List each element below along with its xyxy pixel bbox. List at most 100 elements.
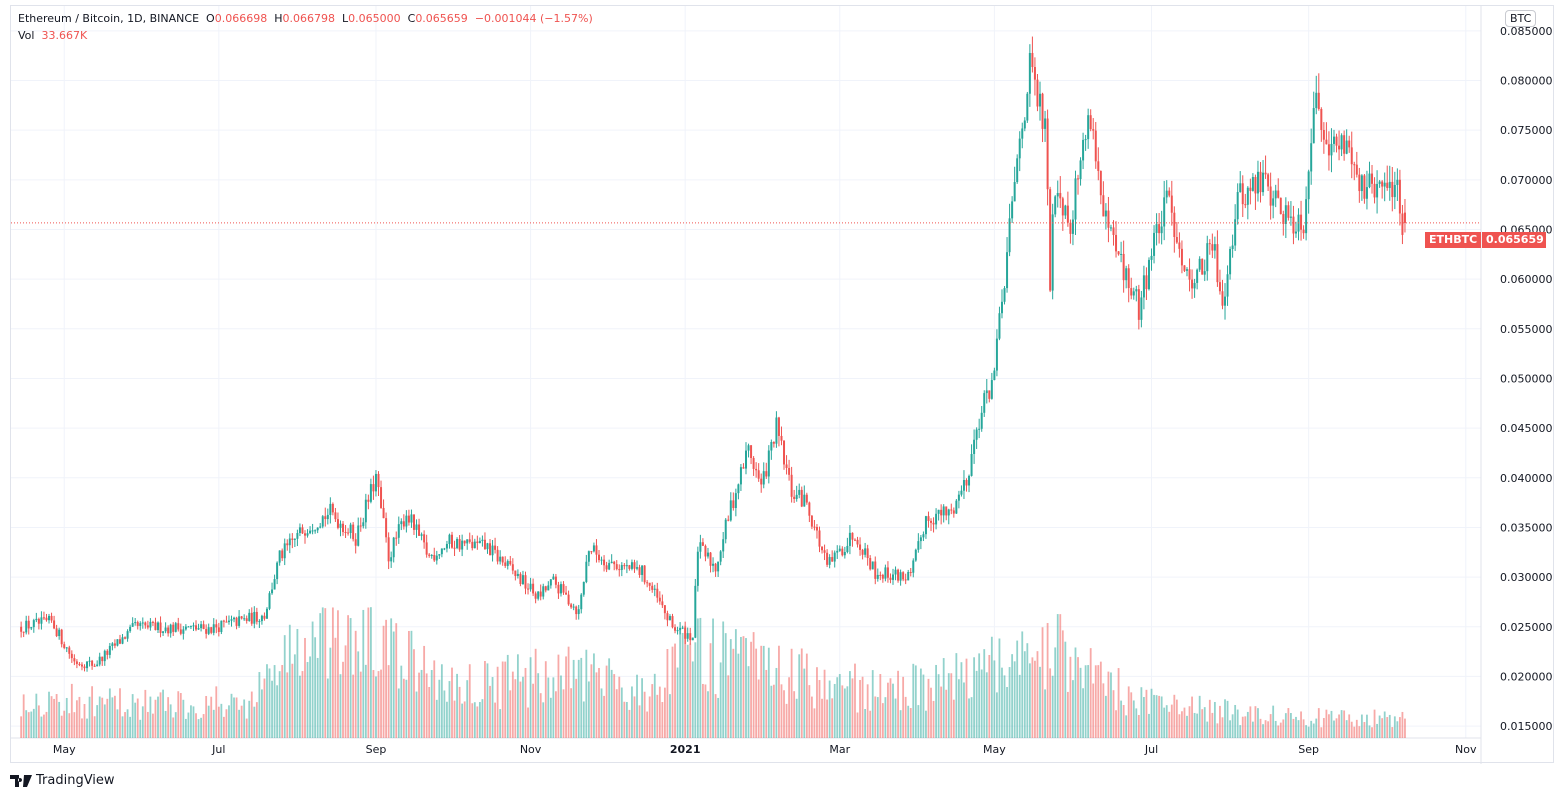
candle-body[interactable] bbox=[869, 557, 872, 570]
candle-body[interactable] bbox=[263, 615, 266, 619]
candle-body[interactable] bbox=[521, 575, 524, 585]
candle-body[interactable] bbox=[1102, 195, 1105, 217]
candle-body[interactable] bbox=[1343, 135, 1346, 154]
candle-body[interactable] bbox=[412, 514, 415, 530]
candle-body[interactable] bbox=[395, 537, 398, 539]
candle-body[interactable] bbox=[428, 554, 431, 556]
candle-body[interactable] bbox=[775, 417, 778, 444]
candle-body[interactable] bbox=[316, 527, 319, 531]
candle-body[interactable] bbox=[686, 633, 689, 639]
candle-body[interactable] bbox=[881, 574, 884, 579]
candle-body[interactable] bbox=[483, 539, 486, 550]
candle-body[interactable] bbox=[494, 545, 497, 550]
candle-body[interactable] bbox=[468, 539, 471, 542]
candle-body[interactable] bbox=[126, 631, 129, 639]
candle-body[interactable] bbox=[615, 564, 618, 570]
candle-body[interactable] bbox=[258, 621, 261, 623]
candle-body[interactable] bbox=[215, 624, 218, 628]
candle-body[interactable] bbox=[628, 565, 631, 569]
candle-body[interactable] bbox=[851, 532, 854, 540]
candle-body[interactable] bbox=[519, 573, 522, 585]
candle-body[interactable] bbox=[818, 530, 821, 547]
candle-body[interactable] bbox=[547, 585, 550, 591]
candle-body[interactable] bbox=[134, 622, 137, 624]
candle-body[interactable] bbox=[1142, 275, 1145, 298]
candle-body[interactable] bbox=[1226, 274, 1229, 297]
candle-body[interactable] bbox=[1074, 178, 1077, 220]
candle-body[interactable] bbox=[103, 650, 106, 662]
candle-body[interactable] bbox=[638, 567, 641, 575]
candle-body[interactable] bbox=[225, 621, 228, 623]
candle-body[interactable] bbox=[136, 622, 139, 626]
candle-body[interactable] bbox=[374, 473, 377, 492]
candle-body[interactable] bbox=[1221, 291, 1224, 306]
candle-body[interactable] bbox=[113, 643, 116, 646]
candle-body[interactable] bbox=[1338, 145, 1341, 150]
candle-body[interactable] bbox=[58, 629, 61, 637]
candle-body[interactable] bbox=[1028, 52, 1031, 94]
candle-body[interactable] bbox=[48, 615, 51, 621]
candle-body[interactable] bbox=[724, 519, 727, 540]
candle-body[interactable] bbox=[1191, 279, 1194, 289]
candle-body[interactable] bbox=[671, 616, 674, 628]
candle-body[interactable] bbox=[1315, 92, 1318, 109]
candle-body[interactable] bbox=[30, 627, 33, 629]
candle-body[interactable] bbox=[1051, 214, 1054, 291]
candle-body[interactable] bbox=[1155, 224, 1158, 233]
candle-body[interactable] bbox=[433, 555, 436, 561]
candle-body[interactable] bbox=[988, 390, 991, 399]
candle-body[interactable] bbox=[1322, 129, 1325, 140]
candle-body[interactable] bbox=[833, 552, 836, 562]
candle-body[interactable] bbox=[608, 563, 611, 570]
candle-body[interactable] bbox=[1178, 242, 1181, 249]
candle-body[interactable] bbox=[755, 468, 758, 471]
candle-body[interactable] bbox=[461, 540, 464, 550]
candle-body[interactable] bbox=[1016, 158, 1019, 183]
candle-body[interactable] bbox=[1011, 201, 1014, 219]
candle-body[interactable] bbox=[205, 628, 208, 634]
candle-body[interactable] bbox=[146, 625, 149, 628]
candle-body[interactable] bbox=[1158, 224, 1161, 234]
candle-body[interactable] bbox=[1401, 213, 1404, 235]
candle-body[interactable] bbox=[151, 621, 154, 623]
candle-body[interactable] bbox=[1386, 182, 1389, 188]
candle-body[interactable] bbox=[309, 530, 312, 534]
candle-body[interactable] bbox=[499, 556, 502, 562]
candle-body[interactable] bbox=[456, 538, 459, 549]
candle-body[interactable] bbox=[359, 525, 362, 527]
candle-body[interactable] bbox=[1373, 183, 1376, 198]
candle-body[interactable] bbox=[1282, 214, 1285, 224]
candle-body[interactable] bbox=[106, 650, 109, 655]
candle-body[interactable] bbox=[694, 585, 697, 638]
candle-body[interactable] bbox=[473, 541, 476, 549]
candle-body[interactable] bbox=[347, 532, 350, 534]
candle-body[interactable] bbox=[975, 429, 978, 440]
candle-body[interactable] bbox=[362, 522, 365, 527]
candle-body[interactable] bbox=[570, 604, 573, 608]
candle-body[interactable] bbox=[1071, 219, 1074, 234]
candle-body[interactable] bbox=[372, 484, 375, 492]
candle-body[interactable] bbox=[1234, 219, 1237, 246]
candle-body[interactable] bbox=[846, 545, 849, 552]
candle-body[interactable] bbox=[243, 618, 246, 620]
candle-body[interactable] bbox=[841, 548, 844, 556]
candle-body[interactable] bbox=[489, 543, 492, 556]
candle-body[interactable] bbox=[559, 584, 562, 594]
candle-body[interactable] bbox=[633, 562, 636, 569]
candle-body[interactable] bbox=[995, 338, 998, 371]
candle-body[interactable] bbox=[1079, 160, 1082, 180]
candle-body[interactable] bbox=[230, 619, 233, 621]
candle-body[interactable] bbox=[534, 593, 537, 599]
candle-body[interactable] bbox=[658, 597, 661, 602]
candle-body[interactable] bbox=[149, 621, 152, 628]
candle-body[interactable] bbox=[554, 576, 557, 585]
candle-body[interactable] bbox=[20, 626, 23, 632]
candle-body[interactable] bbox=[405, 515, 408, 527]
candle-body[interactable] bbox=[200, 624, 203, 629]
candle-body[interactable] bbox=[666, 613, 669, 621]
candle-body[interactable] bbox=[1244, 204, 1247, 206]
candle-body[interactable] bbox=[1003, 288, 1006, 302]
candle-body[interactable] bbox=[195, 625, 198, 630]
candle-body[interactable] bbox=[785, 464, 788, 468]
candle-body[interactable] bbox=[930, 520, 933, 523]
